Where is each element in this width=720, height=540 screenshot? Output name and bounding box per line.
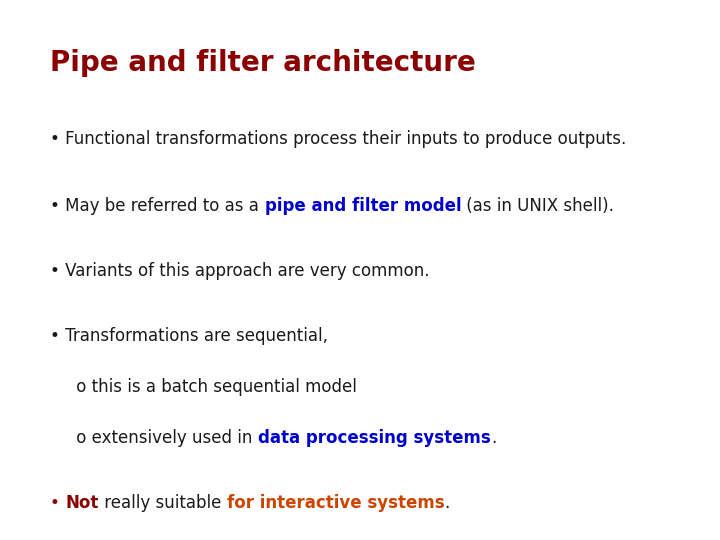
- Text: o this is a batch sequential model: o this is a batch sequential model: [50, 378, 357, 396]
- Text: Pipe and filter architecture: Pipe and filter architecture: [50, 49, 476, 77]
- Text: • May be referred to as a: • May be referred to as a: [50, 197, 264, 215]
- Text: • Transformations are sequential,: • Transformations are sequential,: [50, 327, 328, 345]
- Text: for interactive systems: for interactive systems: [227, 494, 444, 512]
- Text: .: .: [444, 494, 449, 512]
- Text: pipe and filter model: pipe and filter model: [264, 197, 461, 215]
- Text: .: .: [491, 429, 496, 447]
- Text: • Functional transformations process their inputs to produce outputs.: • Functional transformations process the…: [50, 130, 626, 147]
- Text: • Variants of this approach are very common.: • Variants of this approach are very com…: [50, 262, 430, 280]
- Text: •: •: [50, 494, 66, 512]
- Text: really suitable: really suitable: [99, 494, 227, 512]
- Text: Not: Not: [66, 494, 99, 512]
- Text: data processing systems: data processing systems: [258, 429, 491, 447]
- Text: o extensively used in: o extensively used in: [50, 429, 258, 447]
- Text: (as in UNIX shell).: (as in UNIX shell).: [461, 197, 614, 215]
